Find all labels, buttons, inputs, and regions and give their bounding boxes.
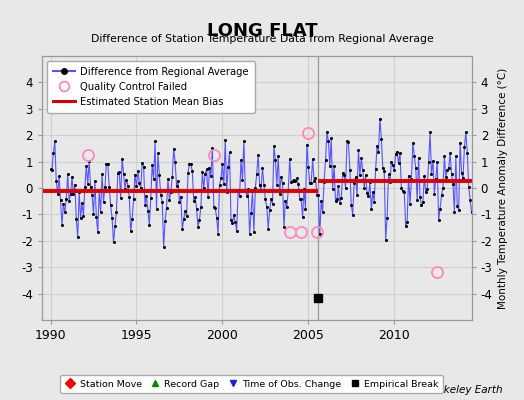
- Text: Difference of Station Temperature Data from Regional Average: Difference of Station Temperature Data f…: [91, 34, 433, 44]
- Legend: Difference from Regional Average, Quality Control Failed, Estimated Station Mean: Difference from Regional Average, Qualit…: [47, 61, 255, 113]
- Text: Berkeley Earth: Berkeley Earth: [427, 385, 503, 395]
- Y-axis label: Monthly Temperature Anomaly Difference (°C): Monthly Temperature Anomaly Difference (…: [498, 67, 508, 309]
- Legend: Station Move, Record Gap, Time of Obs. Change, Empirical Break: Station Move, Record Gap, Time of Obs. C…: [60, 375, 443, 393]
- Text: LONG FLAT: LONG FLAT: [206, 22, 318, 40]
